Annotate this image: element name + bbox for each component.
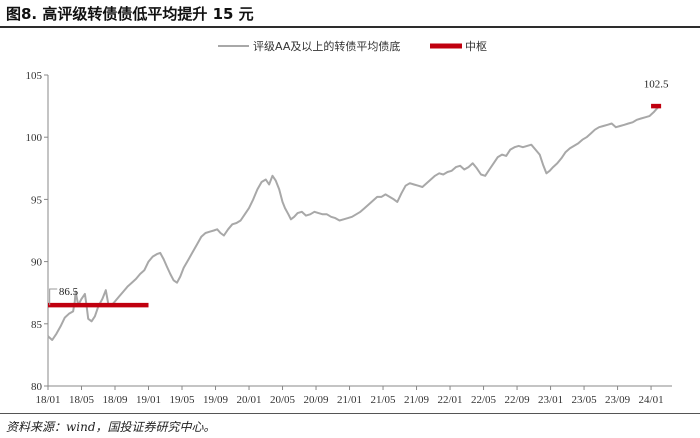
chart-legend: 评级AA及以上的转债平均债底 中枢	[218, 39, 487, 53]
x-tick-label: 23/05	[572, 394, 598, 406]
figure-title: 图8. 高评级转债债低平均提升 15 元	[6, 5, 254, 23]
y-tick-label: 80	[31, 381, 43, 393]
x-tick-label: 18/09	[102, 394, 128, 406]
chart-axes: 80 85 90 95 100 105 18/01 18/05 18/09 19/01 19/05 1…	[26, 70, 672, 406]
x-tick-label: 18/01	[35, 394, 60, 406]
data-label: 86.5	[59, 286, 79, 298]
data-label: 102.5	[644, 78, 669, 90]
x-tick-label: 20/01	[236, 394, 261, 406]
y-tick-label: 90	[31, 257, 43, 269]
x-tick-label: 21/05	[371, 394, 397, 406]
x-tick-label: 19/09	[203, 394, 229, 406]
x-tick-label: 24/01	[639, 394, 664, 406]
x-tick-label: 20/05	[270, 394, 296, 406]
y-tick-label: 105	[26, 70, 43, 82]
legend-label-series: 评级AA及以上的转债平均债底	[253, 39, 400, 53]
x-tick-label: 23/09	[605, 394, 631, 406]
x-tick-label: 23/01	[538, 394, 563, 406]
x-tick-label: 21/09	[404, 394, 430, 406]
x-tick-label: 22/09	[505, 394, 531, 406]
footer-rule	[0, 413, 700, 414]
chart-series	[47, 103, 662, 341]
x-tick-label: 20/09	[303, 394, 329, 406]
x-tick-label: 18/05	[69, 394, 95, 406]
source-note: 资料来源：wind，国投证券研究中心。	[6, 420, 216, 434]
title-rule	[0, 26, 700, 28]
x-tick-label: 22/01	[438, 394, 463, 406]
bond-floor-series-line	[47, 105, 661, 341]
chart-annotations: 86.5 102.5	[49, 78, 669, 306]
y-tick-label: 100	[26, 132, 43, 144]
x-tick-label: 21/01	[337, 394, 362, 406]
y-tick-label: 95	[31, 194, 43, 206]
y-tick-label: 85	[31, 319, 43, 331]
legend-label-pivot: 中枢	[465, 39, 487, 53]
x-tick-label: 19/05	[169, 394, 195, 406]
x-tick-label: 19/01	[136, 394, 161, 406]
x-tick-label: 22/05	[471, 394, 497, 406]
annotation-leader	[49, 288, 58, 306]
